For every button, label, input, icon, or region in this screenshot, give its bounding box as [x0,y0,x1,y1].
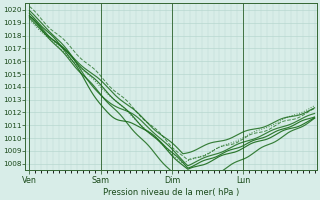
X-axis label: Pression niveau de la mer( hPa ): Pression niveau de la mer( hPa ) [103,188,239,197]
